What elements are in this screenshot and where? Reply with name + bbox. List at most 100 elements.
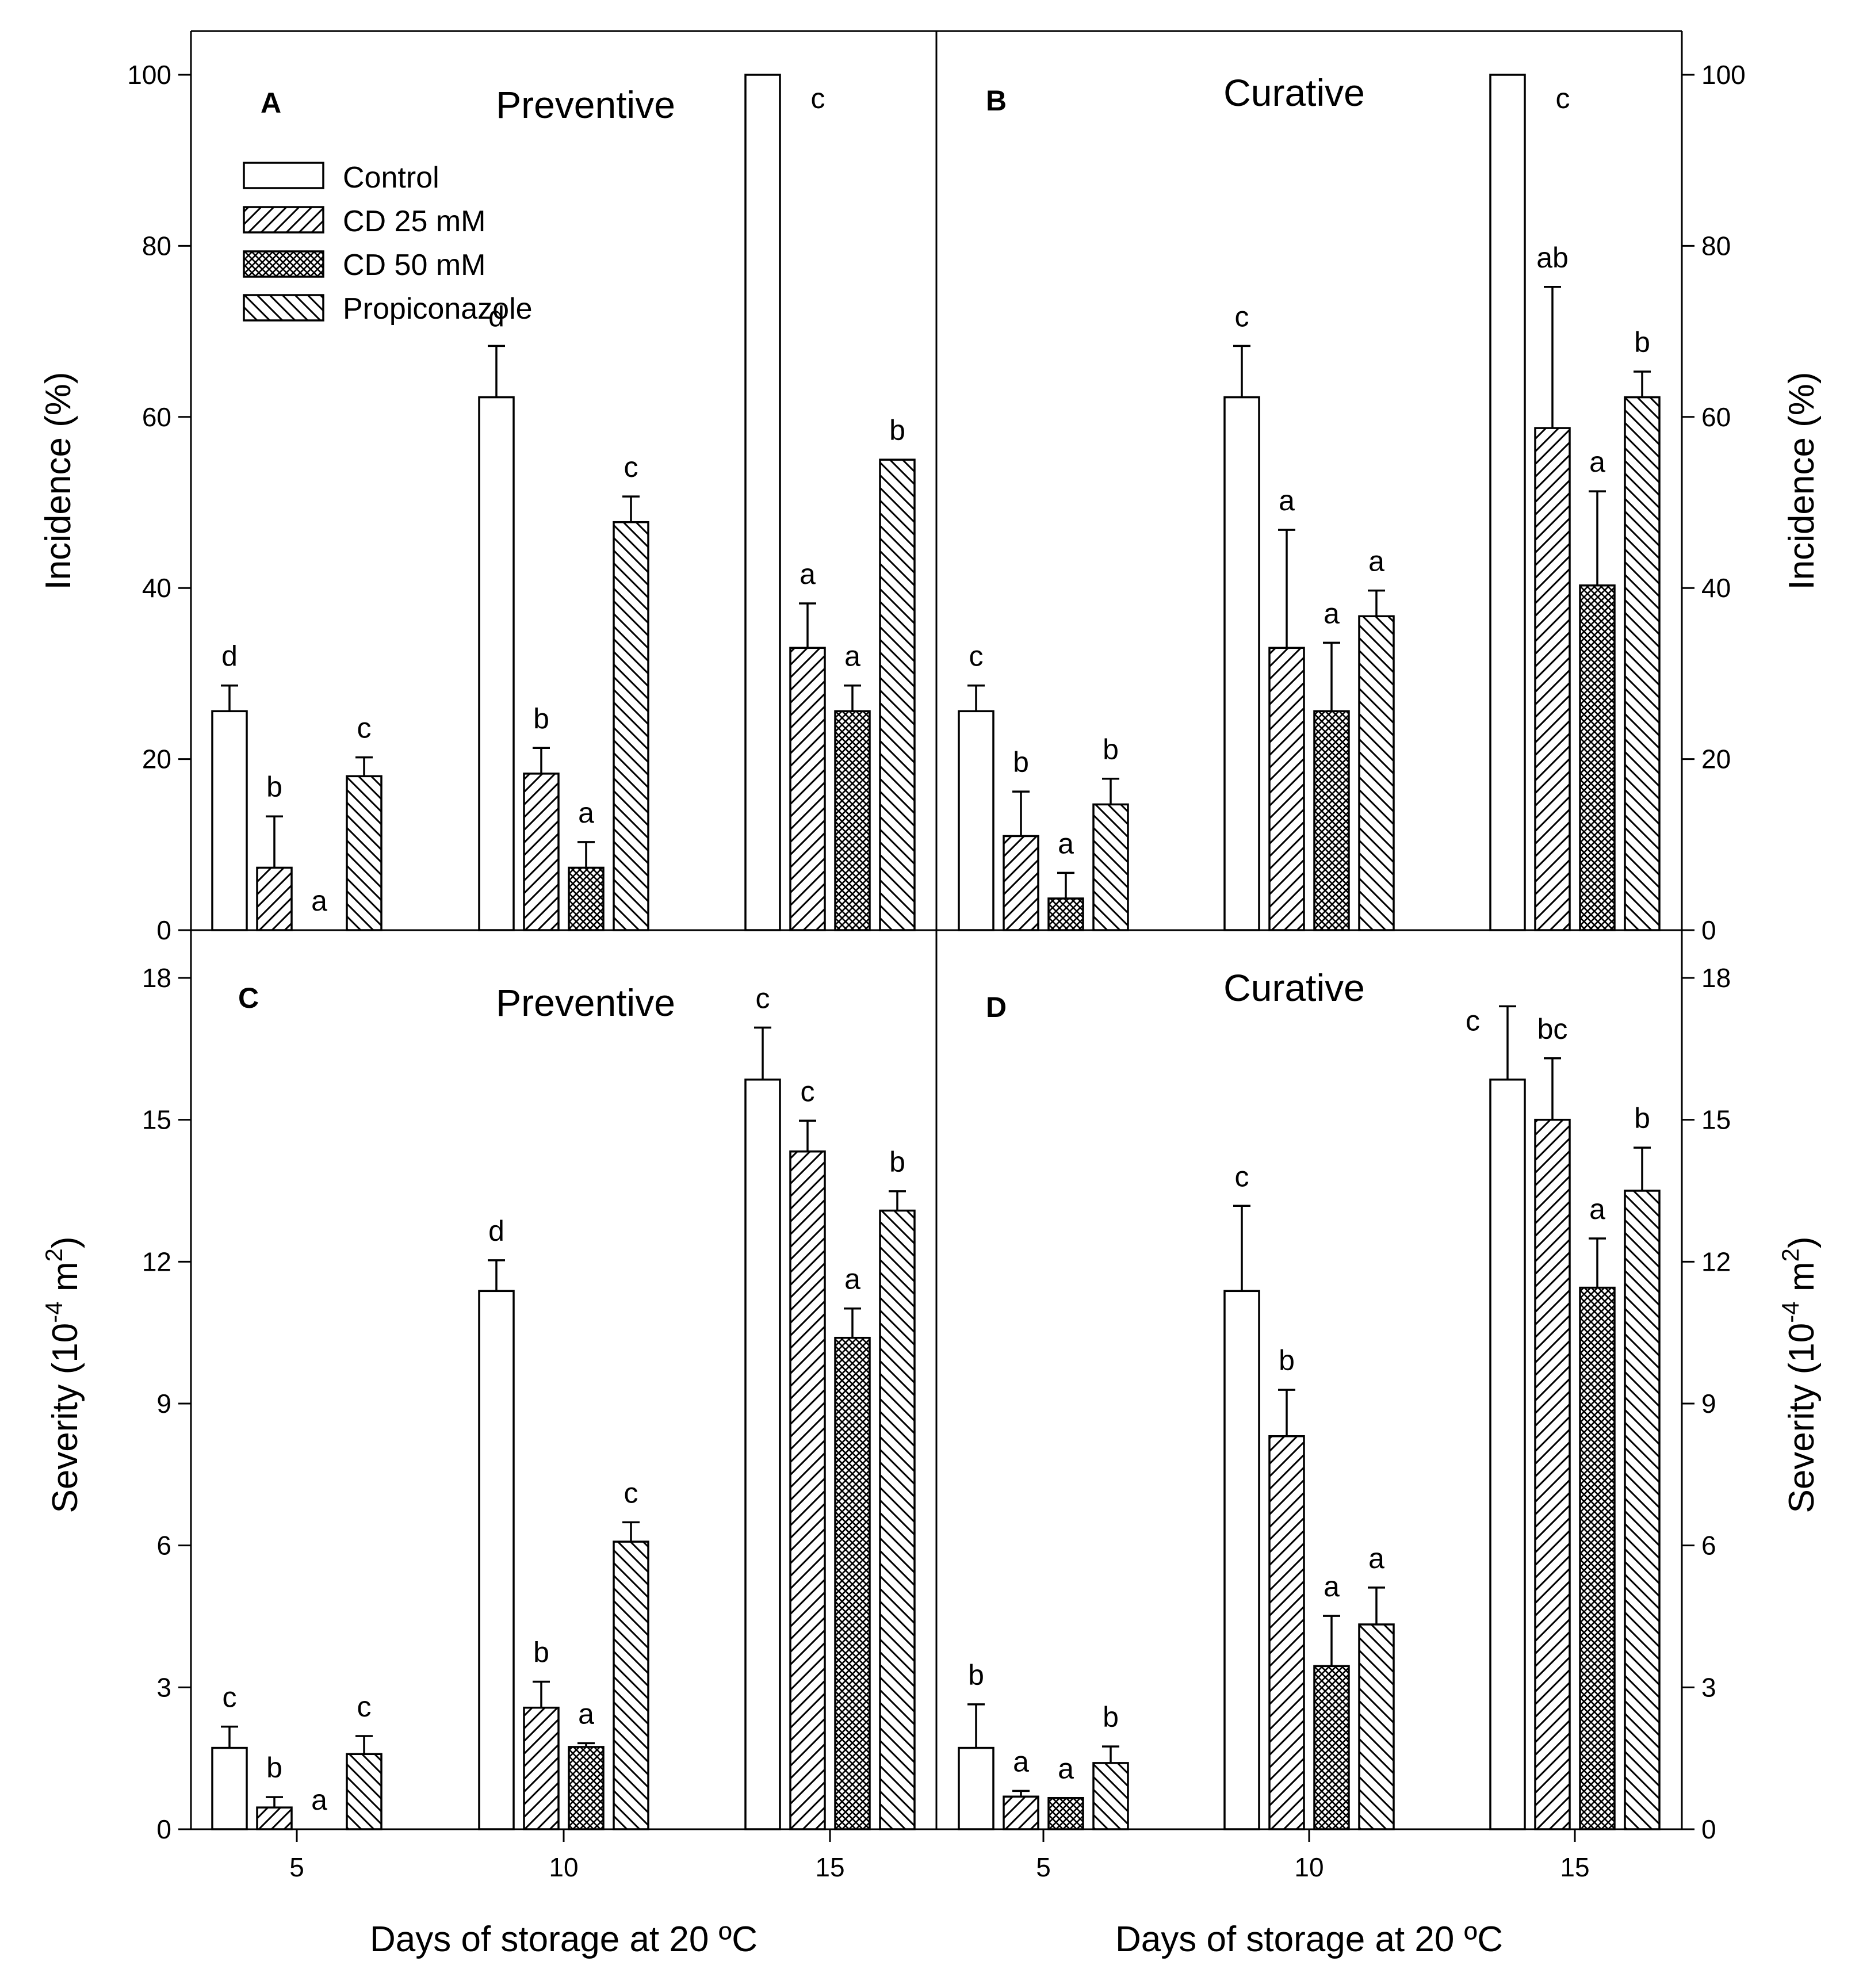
- legend-swatch-propiconazole: [243, 294, 324, 322]
- error-bar-cd50: [1057, 871, 1074, 899]
- significance-letter: b: [1279, 1344, 1295, 1377]
- error-bar-cd50: [577, 1742, 595, 1747]
- panel-a-bars: d d c b b a a a a c c b: [211, 74, 916, 931]
- y-tick-label: 6: [1701, 1531, 1716, 1561]
- x-tick-label: 15: [1560, 1852, 1589, 1882]
- bar-cd50: [1579, 584, 1616, 931]
- legend-label-cd50: CD 50 mM: [343, 248, 485, 282]
- significance-letter: c: [756, 982, 770, 1014]
- y-tick-label: 3: [1701, 1672, 1716, 1702]
- significance-letter: b: [266, 771, 282, 803]
- legend-label-cd25: CD 25 mM: [343, 205, 485, 238]
- significance-letter: c: [811, 82, 825, 114]
- y-axis-title-left-bottom: Severity (10-4 m2): [40, 1236, 85, 1513]
- significance-letter: bc: [1537, 1013, 1568, 1045]
- y-axis-title-left-top: Incidence (%): [39, 372, 78, 590]
- legend-swatch-control: [243, 162, 324, 189]
- x-axis-title-left: Days of storage at 20 ºC: [370, 1920, 758, 1959]
- bar-cd50: [568, 1746, 605, 1830]
- y-tick-label: 100: [1701, 60, 1746, 90]
- error-bar-control: [488, 345, 505, 397]
- error-bar-propiconazole: [622, 1521, 640, 1542]
- x-tick-label: 10: [1294, 1852, 1324, 1882]
- error-bar-cd50: [1323, 1615, 1340, 1666]
- significance-letter: ab: [1536, 242, 1569, 274]
- significance-letter: a: [1368, 1542, 1384, 1574]
- error-bar-propiconazole: [355, 1735, 373, 1754]
- error-bar-cd50: [844, 1307, 861, 1338]
- error-bar-control: [967, 1703, 985, 1748]
- error-bar-cd25: [533, 1680, 550, 1708]
- significance-letter: d: [221, 640, 238, 672]
- error-bar-cd25: [799, 1119, 816, 1152]
- y-tick-label: 60: [1701, 402, 1731, 432]
- bar-control: [958, 1746, 994, 1830]
- bar-cd50: [568, 866, 605, 931]
- bar-cd50: [1047, 897, 1084, 931]
- significance-letter: c: [624, 1477, 638, 1509]
- significance-letter: a: [1013, 1745, 1029, 1777]
- bar-propiconazole: [613, 521, 649, 931]
- significance-letter: a: [1589, 446, 1605, 478]
- x-tick-label: 15: [815, 1852, 844, 1882]
- y-tick-label: 20: [142, 744, 171, 774]
- y-tick-label: 80: [1701, 231, 1731, 261]
- significance-letter: a: [1324, 597, 1340, 629]
- significance-letter: a: [578, 797, 594, 829]
- bar-propiconazole: [613, 1540, 649, 1830]
- legend-swatch-cd50: [243, 250, 324, 278]
- bar-control: [1223, 396, 1260, 931]
- significance-letter: b: [1103, 733, 1119, 766]
- significance-letter: c: [1235, 300, 1249, 332]
- y-tick-label: 9: [1701, 1389, 1716, 1419]
- right-y-axis-severity: 0 3 6 9 12 15 18: [1682, 963, 1731, 1844]
- y-tick-label: 60: [142, 402, 171, 432]
- significance-letter: b: [266, 1752, 282, 1784]
- error-bar-control: [221, 1725, 238, 1748]
- y-tick-label: 40: [1701, 573, 1731, 603]
- bar-propiconazole: [1624, 1190, 1661, 1830]
- y-tick-label: 9: [156, 1389, 171, 1419]
- significance-letter: d: [488, 1215, 504, 1247]
- y-tick-label: 18: [142, 963, 171, 993]
- error-bar-control: [754, 1026, 771, 1080]
- legend-label-control: Control: [343, 161, 439, 194]
- significance-letter: d: [488, 300, 504, 332]
- bar-propiconazole: [1358, 1623, 1395, 1830]
- x-axis-title-right: Days of storage at 20 ºC: [1115, 1920, 1503, 1959]
- error-bar-cd50: [844, 684, 861, 712]
- error-bar-cd25: [1278, 529, 1295, 648]
- error-bar-control: [488, 1259, 505, 1291]
- panel-c-bars: c d c b b c a a a c c b: [211, 982, 916, 1830]
- significance-letter: a: [1058, 1753, 1074, 1785]
- error-bar-cd25: [1012, 790, 1030, 836]
- bar-cd50: [1313, 710, 1350, 931]
- significance-letter: b: [968, 1659, 984, 1691]
- x-axis-right: 5 10 15: [1036, 1829, 1590, 1882]
- bar-cd50: [1313, 1665, 1350, 1830]
- bar-cd25: [1534, 427, 1571, 931]
- significance-letter: c: [357, 712, 372, 744]
- error-bar-cd25: [799, 602, 816, 648]
- x-tick-label: 10: [549, 1852, 578, 1882]
- y-tick-label: 15: [1701, 1105, 1731, 1135]
- error-bar-cd25: [1544, 1057, 1561, 1120]
- error-bar-cd50: [577, 841, 595, 868]
- bar-propiconazole: [879, 1209, 916, 1830]
- significance-letter: a: [1368, 545, 1384, 578]
- error-bar-control: [1499, 1005, 1516, 1080]
- right-y-axis-incidence: 0 20 40 60 80 100: [1682, 60, 1746, 945]
- bar-cd25: [1268, 1435, 1305, 1830]
- significance-letter: c: [357, 1691, 372, 1723]
- significance-letter: a: [311, 1784, 327, 1816]
- bar-cd25: [789, 1150, 826, 1830]
- panel-title-b: Curative: [1223, 71, 1365, 114]
- significance-letter: b: [889, 1146, 905, 1178]
- bar-propiconazole: [1092, 803, 1129, 931]
- bar-control: [958, 710, 994, 931]
- bar-propiconazole: [346, 1753, 382, 1830]
- y-tick-label: 80: [142, 231, 171, 261]
- bar-cd25: [1268, 647, 1305, 931]
- legend-swatch-cd25: [243, 206, 324, 234]
- bar-cd25: [1534, 1118, 1571, 1830]
